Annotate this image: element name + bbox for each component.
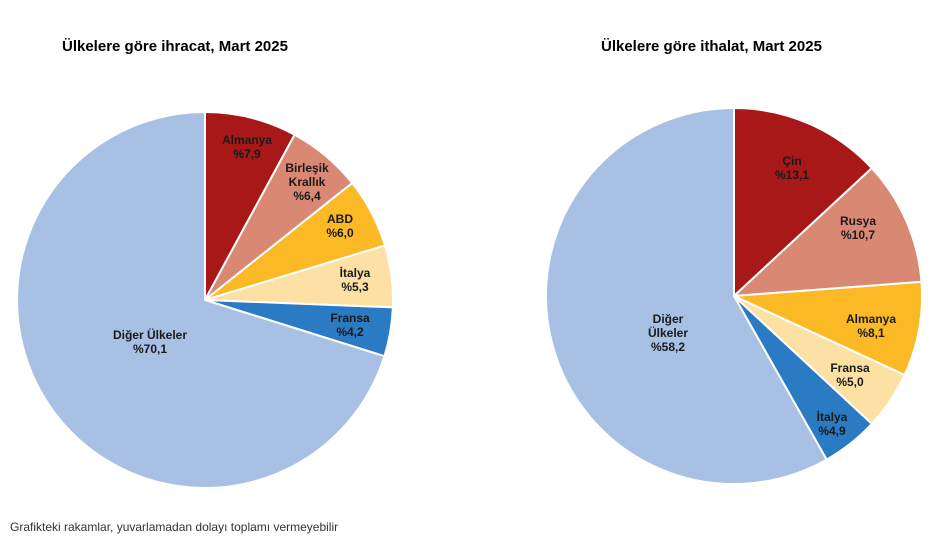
export-slice-diger-ulkeler [16, 111, 386, 489]
import-label-diger: Diğer Ülkeler %58,2 [648, 312, 688, 354]
export-label-almanya: Almanya %7,9 [222, 133, 272, 161]
import-label-rusya: Rusya %10,7 [840, 214, 876, 242]
import-slice-cin [733, 107, 873, 297]
footnote: Grafikteki rakamlar, yuvarlamadan dolayı… [10, 520, 339, 534]
export-label-diger-ulkeler: Diğer Ülkeler %70,1 [113, 327, 187, 356]
export-label-birlesik: Birleşik Krallık %6,4 [285, 161, 329, 203]
import-slice-diger [545, 107, 828, 485]
import-label-fransa: Fransa %5,0 [830, 361, 870, 389]
import-slice-almanya [733, 280, 923, 376]
import-label-italya: İtalya %4,9 [817, 409, 848, 438]
export-slice-almanya [204, 111, 296, 301]
export-chart-title: Ülkelere göre ihracat, Mart 2025 [62, 38, 288, 55]
import-slice-rusya [733, 167, 923, 297]
import-label-almanya: Almanya %8,1 [846, 312, 896, 340]
export-label-abd: ABD %6,0 [326, 212, 354, 240]
import-chart-title: Ülkelere göre ithalat, Mart 2025 [601, 38, 822, 55]
export-label-italya: İtalya %5,3 [340, 265, 371, 294]
export-label-fransa: Fransa %4,2 [330, 311, 370, 339]
import-label-cin: Çin %13,1 [775, 154, 809, 182]
